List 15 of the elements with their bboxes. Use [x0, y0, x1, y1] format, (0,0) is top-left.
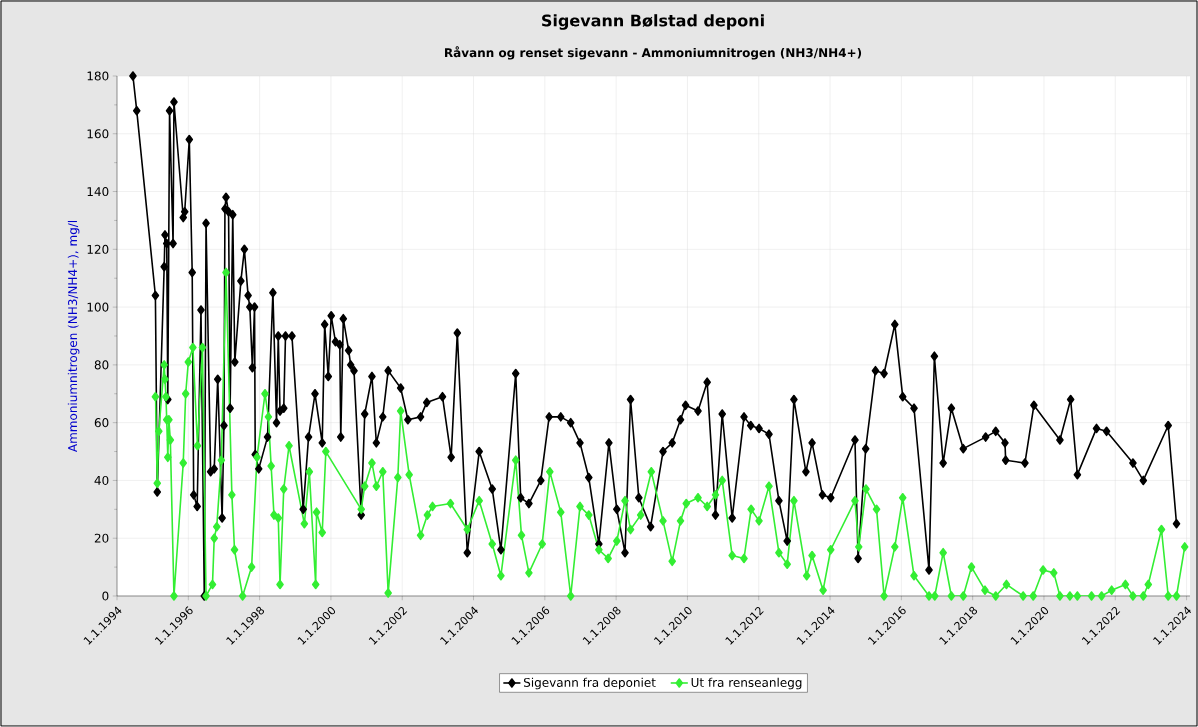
- y-tick-label: 80: [94, 360, 109, 370]
- y-tick-label: 60: [94, 418, 109, 428]
- y-tick-label: 180: [87, 71, 109, 81]
- y-tick-label: 120: [87, 244, 109, 254]
- y-tick-label: 20: [94, 533, 109, 543]
- chart-subtitle: Råvann og renset sigevann - Ammoniumnitrogen (NH3/NH4+): [445, 46, 862, 60]
- chart-title: Sigevann Bølstad deponi: [542, 14, 764, 30]
- y-tick-label: 140: [87, 187, 109, 197]
- legend-label: Ut fra renseanlegg: [691, 677, 802, 690]
- y-tick-label: 40: [94, 475, 109, 485]
- legend-label: Sigevann fra deponiet: [523, 677, 656, 690]
- y-tick-label: 0: [102, 591, 109, 601]
- y-tick-label: 160: [87, 129, 109, 139]
- y-axis-title: Ammoniumnitrogen (NH3/NH4+), mg/l: [67, 220, 80, 453]
- y-tick-label: 100: [87, 302, 109, 312]
